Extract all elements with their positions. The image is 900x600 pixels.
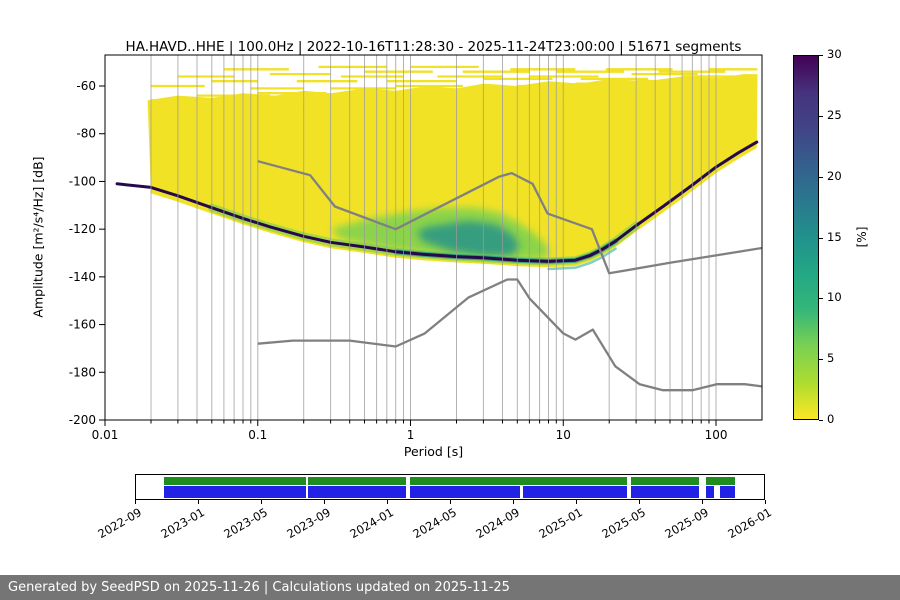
availability-green-segment [163, 477, 306, 485]
availability-blue-segment [631, 486, 699, 498]
date-tick-label: 2024-01 [347, 505, 396, 542]
colorbar-gradient [794, 56, 818, 419]
plot-data-layer [115, 55, 762, 420]
below-band-teal-speckle [547, 247, 617, 271]
date-tick-label: 2025-01 [536, 505, 585, 542]
date-tick-label: 2023-09 [284, 505, 333, 542]
colorbar-tick-label: 10 [827, 290, 842, 305]
availability-tick [765, 500, 766, 504]
date-tick-label: 2023-01 [158, 505, 207, 542]
availability-tick [135, 500, 136, 504]
y-axis-label: Amplitude [m²/s⁴/Hz] [dB] [30, 156, 46, 318]
ppsd-plot-canvas: 0.01 0.1 1 10 100 -60 -80 -100 -120 -140 -160 -180 -… [69, 54, 763, 442]
colorbar-tick [819, 176, 823, 178]
date-tick-label: 2025-09 [662, 505, 711, 542]
colorbar-tick [819, 237, 823, 239]
y-tick-label: -60 [76, 79, 96, 93]
colorbar-tick-label: 15 [827, 229, 842, 244]
availability-tick [513, 500, 514, 504]
y-tick-label: -80 [76, 127, 96, 141]
availability-green-segment [631, 477, 699, 485]
availability-bar [135, 474, 765, 500]
colorbar-label: [%] [855, 226, 869, 248]
colorbar-tick [819, 298, 823, 300]
date-tick-label: 2025-05 [599, 505, 648, 542]
availability-tick [324, 500, 325, 504]
footer-text: Generated by SeedPSD on 2025-11-26 | Cal… [8, 580, 510, 595]
colorbar-tick-label: 30 [827, 47, 842, 61]
y-tick-label: -180 [69, 365, 96, 379]
availability-tick [450, 500, 451, 504]
availability-green-segment [409, 477, 628, 485]
date-tick-label: 2024-09 [473, 505, 522, 542]
y-tick-label: -120 [69, 222, 96, 236]
date-tick-label: 2024-05 [410, 505, 459, 542]
availability-blue-segment [523, 486, 628, 498]
availability-tick [702, 500, 703, 504]
availability-blue-segment [409, 486, 521, 498]
y-tick-label: -200 [69, 413, 96, 427]
availability-blue-segment [163, 486, 306, 498]
date-tick-label: 2023-05 [221, 505, 270, 542]
y-tick-label: -160 [69, 318, 96, 332]
x-tick-label: 1 [407, 428, 415, 442]
y-tick-label: -140 [69, 270, 96, 284]
colorbar [793, 55, 819, 420]
availability-blue-segment [308, 486, 407, 498]
x-axis-label: Period [s] [403, 444, 464, 459]
availability-tick [198, 500, 199, 504]
date-tick-label: 2022-09 [95, 505, 144, 542]
colorbar-tick-label: 25 [827, 107, 842, 122]
plot-border [104, 54, 763, 421]
availability-tick [639, 500, 640, 504]
availability-blue-segment [706, 486, 715, 498]
colorbar-tick [819, 115, 823, 117]
colorbar-tick [819, 55, 823, 56]
colorbar-tick [819, 359, 823, 361]
x-tick-label: 10 [556, 428, 571, 442]
plot-title: HA.HAVD..HHE | 100.0Hz | 2022-10-16T11:2… [125, 39, 742, 55]
colorbar-tick-label: 20 [827, 168, 842, 183]
y-tick-label: -100 [69, 174, 96, 188]
footer-bar: Generated by SeedPSD on 2025-11-26 | Cal… [0, 575, 900, 600]
date-tick-label: 2026-01 [725, 505, 774, 542]
x-tick-label: 0.01 [92, 428, 119, 442]
availability-green-segment [308, 477, 407, 485]
x-tick-label: 0.1 [248, 428, 267, 442]
colorbar-tick-label: 0 [827, 412, 835, 426]
nhnm-noise-model-curve [257, 160, 762, 275]
nlnm-noise-model-curve [257, 278, 762, 392]
colorbar-tick [819, 420, 823, 421]
x-tick-label: 100 [705, 428, 728, 442]
availability-tick [576, 500, 577, 504]
density-high-blob [416, 220, 520, 257]
availability-tick [261, 500, 262, 504]
psd-density-cloud [147, 74, 758, 268]
availability-tick [387, 500, 388, 504]
colorbar-tick-label: 5 [827, 351, 835, 366]
availability-blue-segment [720, 486, 736, 498]
availability-green-segment [706, 477, 736, 485]
